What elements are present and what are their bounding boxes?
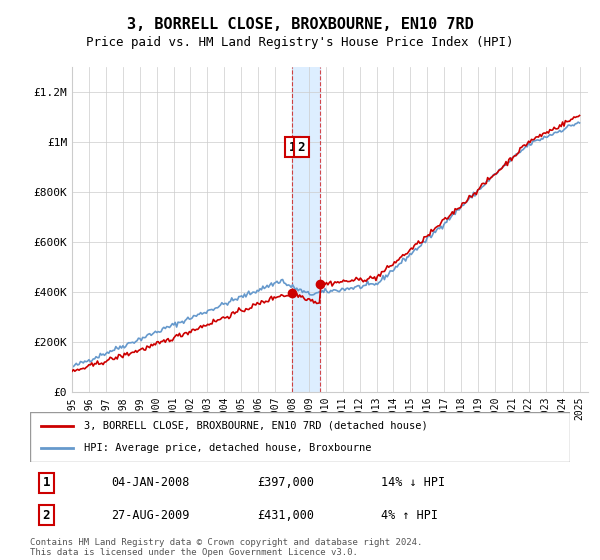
Text: 3, BORRELL CLOSE, BROXBOURNE, EN10 7RD (detached house): 3, BORRELL CLOSE, BROXBOURNE, EN10 7RD (… [84, 421, 428, 431]
Text: 4% ↑ HPI: 4% ↑ HPI [381, 508, 438, 521]
Text: Contains HM Land Registry data © Crown copyright and database right 2024.
This d: Contains HM Land Registry data © Crown c… [30, 538, 422, 557]
Text: £431,000: £431,000 [257, 508, 314, 521]
Text: Price paid vs. HM Land Registry's House Price Index (HPI): Price paid vs. HM Land Registry's House … [86, 36, 514, 49]
Text: 04-JAN-2008: 04-JAN-2008 [111, 477, 190, 489]
Text: 1: 1 [43, 477, 50, 489]
Text: 14% ↓ HPI: 14% ↓ HPI [381, 477, 445, 489]
Text: 1: 1 [289, 141, 296, 153]
Text: £397,000: £397,000 [257, 477, 314, 489]
Text: 27-AUG-2009: 27-AUG-2009 [111, 508, 190, 521]
Text: 2: 2 [298, 141, 305, 153]
FancyBboxPatch shape [30, 412, 570, 462]
Text: 3, BORRELL CLOSE, BROXBOURNE, EN10 7RD: 3, BORRELL CLOSE, BROXBOURNE, EN10 7RD [127, 17, 473, 32]
Text: HPI: Average price, detached house, Broxbourne: HPI: Average price, detached house, Brox… [84, 443, 371, 453]
Bar [292, 67, 320, 392]
Text: 2: 2 [43, 508, 50, 521]
